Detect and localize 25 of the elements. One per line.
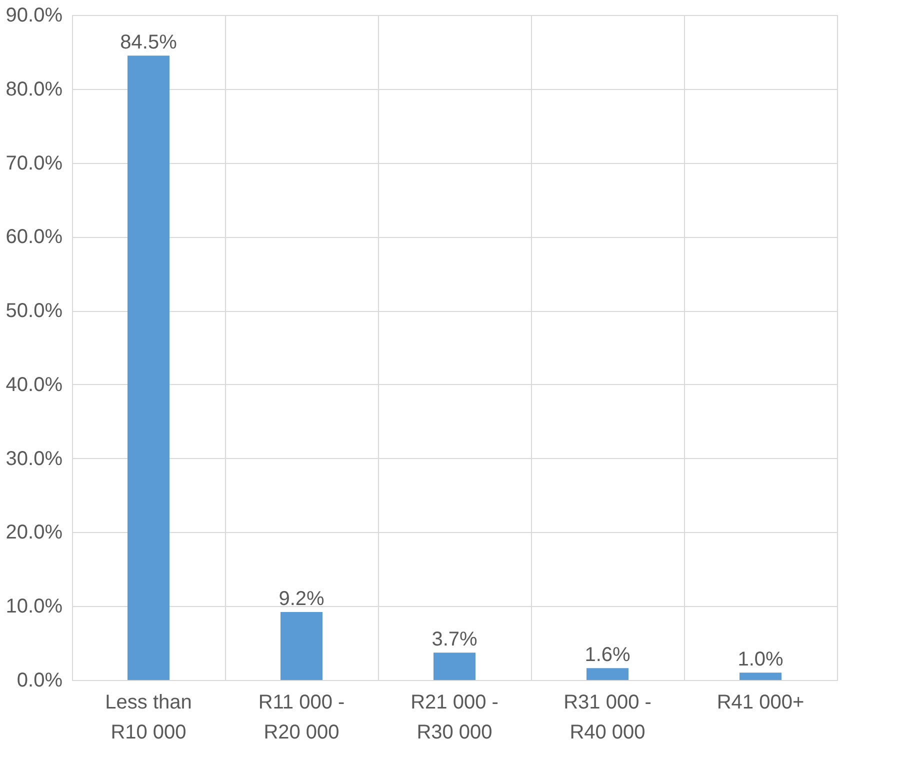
bar bbox=[586, 668, 628, 680]
y-tick-label: 50.0% bbox=[6, 300, 63, 322]
x-tick-label: R21 000 - R30 000 bbox=[410, 692, 498, 744]
data-label: 3.7% bbox=[432, 628, 478, 651]
bar bbox=[280, 612, 322, 680]
bar bbox=[434, 652, 476, 680]
bar bbox=[740, 672, 782, 680]
y-tick-label: 40.0% bbox=[6, 374, 63, 396]
y-tick-label: 20.0% bbox=[6, 522, 63, 544]
y-tick-label: 0.0% bbox=[16, 670, 63, 692]
y-tick-label: 80.0% bbox=[6, 78, 63, 100]
data-label: 1.0% bbox=[738, 648, 784, 671]
y-tick-label: 10.0% bbox=[6, 596, 63, 618]
bar bbox=[128, 56, 170, 680]
y-tick-label: 30.0% bbox=[6, 448, 63, 470]
x-tick-label: R31 000 - R40 000 bbox=[564, 692, 652, 744]
x-tick-label: R11 000 - R20 000 bbox=[258, 692, 345, 744]
y-tick-label: 90.0% bbox=[6, 4, 63, 26]
data-label: 84.5% bbox=[120, 32, 178, 54]
y-tick-label: 70.0% bbox=[6, 152, 63, 174]
data-label: 9.2% bbox=[278, 588, 325, 610]
data-label: 1.6% bbox=[584, 644, 631, 666]
y-tick-label: 60.0% bbox=[6, 226, 63, 248]
x-tick-label: R41 000+ bbox=[716, 692, 804, 714]
x-tick-label: Less than R10 000 bbox=[105, 692, 192, 744]
